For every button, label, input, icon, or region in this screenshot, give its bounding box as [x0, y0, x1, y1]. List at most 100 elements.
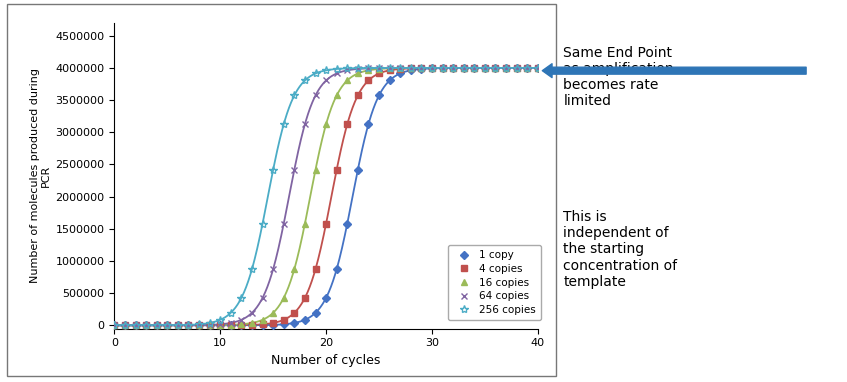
4 copies: [363, 78, 374, 83]
64 copies: [215, 322, 225, 327]
16 copies: [279, 296, 289, 300]
64 copies: [385, 66, 395, 70]
Line: 16 copies: 16 copies: [111, 65, 541, 329]
16 copies: [215, 323, 225, 327]
64 copies: [533, 66, 543, 70]
4 copies: [331, 167, 341, 172]
4 copies: [279, 317, 289, 322]
256 copies: [490, 66, 501, 70]
Line: 4 copies: 4 copies: [111, 65, 541, 329]
64 copies: [130, 323, 141, 328]
1 copy: [438, 66, 448, 70]
4 copies: [395, 67, 406, 71]
64 copies: [321, 78, 331, 83]
256 copies: [173, 323, 183, 327]
4 copies: [512, 66, 522, 70]
1 copy: [225, 323, 235, 328]
16 copies: [225, 322, 235, 327]
4 copies: [173, 323, 183, 328]
4 copies: [247, 322, 257, 327]
16 copies: [331, 93, 341, 98]
64 copies: [395, 66, 406, 70]
4 copies: [205, 323, 215, 328]
256 copies: [342, 66, 352, 71]
1 copy: [459, 66, 469, 70]
256 copies: [321, 68, 331, 73]
256 copies: [120, 323, 130, 328]
1 copy: [331, 267, 341, 271]
16 copies: [353, 71, 363, 76]
1 copy: [109, 323, 119, 328]
256 copies: [374, 66, 385, 70]
4 copies: [406, 66, 416, 71]
X-axis label: Number of cycles: Number of cycles: [271, 354, 381, 367]
64 copies: [257, 296, 268, 300]
64 copies: [479, 66, 490, 70]
256 copies: [257, 221, 268, 226]
64 copies: [184, 323, 194, 327]
4 copies: [268, 320, 278, 325]
16 copies: [469, 66, 479, 70]
256 copies: [469, 66, 479, 70]
1 copy: [268, 322, 278, 327]
64 copies: [406, 66, 416, 70]
256 copies: [427, 66, 437, 70]
4 copies: [469, 66, 479, 70]
4 copies: [236, 323, 246, 327]
16 copies: [163, 323, 173, 328]
4 copies: [120, 323, 130, 328]
1 copy: [236, 323, 246, 327]
256 copies: [109, 323, 119, 328]
1 copy: [194, 323, 204, 328]
256 copies: [395, 66, 406, 70]
16 copies: [374, 67, 385, 71]
1 copy: [385, 78, 395, 83]
16 copies: [236, 322, 246, 327]
1 copy: [479, 66, 490, 70]
16 copies: [184, 323, 194, 328]
64 copies: [374, 66, 385, 70]
64 copies: [490, 66, 501, 70]
16 copies: [141, 323, 152, 328]
256 copies: [448, 66, 458, 70]
1 copy: [300, 317, 310, 322]
4 copies: [290, 311, 300, 315]
4 copies: [184, 323, 194, 328]
64 copies: [342, 68, 352, 73]
4 copies: [141, 323, 152, 328]
16 copies: [533, 66, 543, 70]
64 copies: [205, 322, 215, 327]
4 copies: [257, 322, 268, 327]
16 copies: [459, 66, 469, 70]
4 copies: [522, 66, 533, 70]
1 copy: [395, 71, 406, 76]
64 copies: [363, 66, 374, 71]
64 copies: [427, 66, 437, 70]
256 copies: [479, 66, 490, 70]
Legend: 1 copy, 4 copies, 16 copies, 64 copies, 256 copies: 1 copy, 4 copies, 16 copies, 64 copies, …: [448, 245, 541, 320]
4 copies: [300, 296, 310, 300]
256 copies: [279, 122, 289, 126]
256 copies: [290, 93, 300, 98]
256 copies: [417, 66, 427, 70]
16 copies: [321, 122, 331, 126]
64 copies: [311, 93, 321, 98]
256 copies: [194, 322, 204, 327]
4 copies: [321, 221, 331, 226]
16 copies: [152, 323, 162, 328]
256 copies: [533, 66, 543, 70]
1 copy: [184, 323, 194, 328]
64 copies: [300, 122, 310, 126]
16 copies: [490, 66, 501, 70]
4 copies: [385, 68, 395, 73]
1 copy: [533, 66, 543, 70]
256 copies: [331, 67, 341, 71]
4 copies: [152, 323, 162, 328]
64 copies: [353, 67, 363, 71]
256 copies: [363, 66, 374, 70]
1 copy: [427, 66, 437, 71]
256 copies: [501, 66, 512, 70]
1 copy: [353, 167, 363, 172]
4 copies: [417, 66, 427, 70]
4 copies: [427, 66, 437, 70]
